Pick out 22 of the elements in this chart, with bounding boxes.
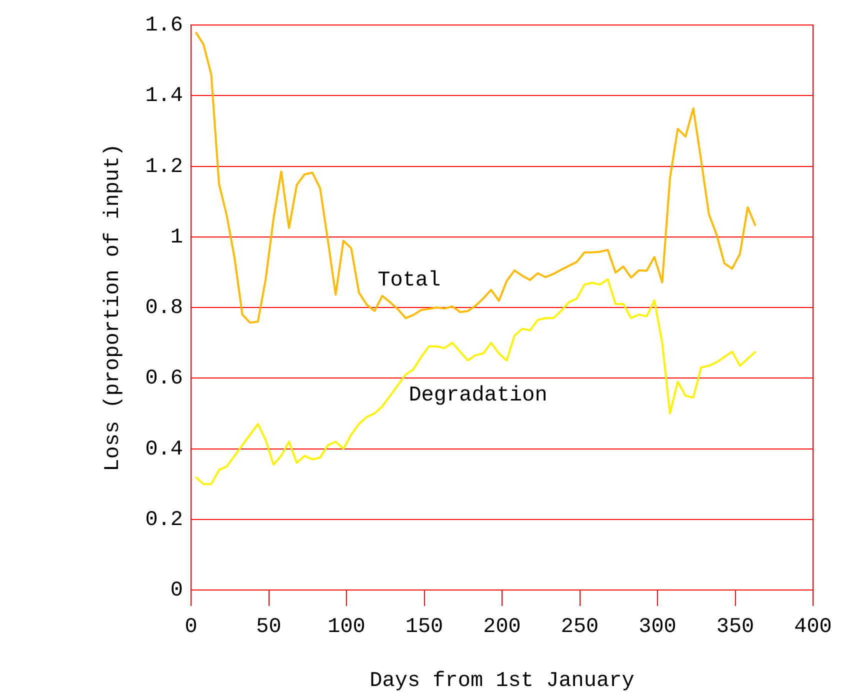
y-tick-label: 1 xyxy=(170,226,183,250)
x-tick-label: 350 xyxy=(716,616,754,640)
x-tick-label: 200 xyxy=(483,616,521,640)
y-tick-label: 0.6 xyxy=(145,368,183,391)
y-tick-label: 1.6 xyxy=(145,14,183,38)
series-label: Degradation xyxy=(408,384,548,408)
x-tick-label: 150 xyxy=(405,616,444,640)
y-axis-title: Loss (proportion of input) xyxy=(102,144,126,472)
x-tick-label: 250 xyxy=(560,616,599,640)
y-tick-label: 0.2 xyxy=(145,508,183,532)
x-tick-label: 0 xyxy=(184,616,198,640)
y-tick-label: 1.4 xyxy=(145,85,183,108)
y-tick-label: 0 xyxy=(170,580,183,603)
y-tick-label: 0.8 xyxy=(145,297,183,320)
series-label: Total xyxy=(378,269,441,292)
y-tick-label: 0.4 xyxy=(145,438,183,462)
x-tick-label: 100 xyxy=(328,616,366,640)
y-tick-label: 1.2 xyxy=(145,156,183,179)
x-tick-label: 50 xyxy=(256,616,282,640)
x-axis-title: Days from 1st January xyxy=(370,670,634,693)
x-tick-label: 400 xyxy=(794,616,832,640)
x-tick-label: 300 xyxy=(638,616,676,640)
